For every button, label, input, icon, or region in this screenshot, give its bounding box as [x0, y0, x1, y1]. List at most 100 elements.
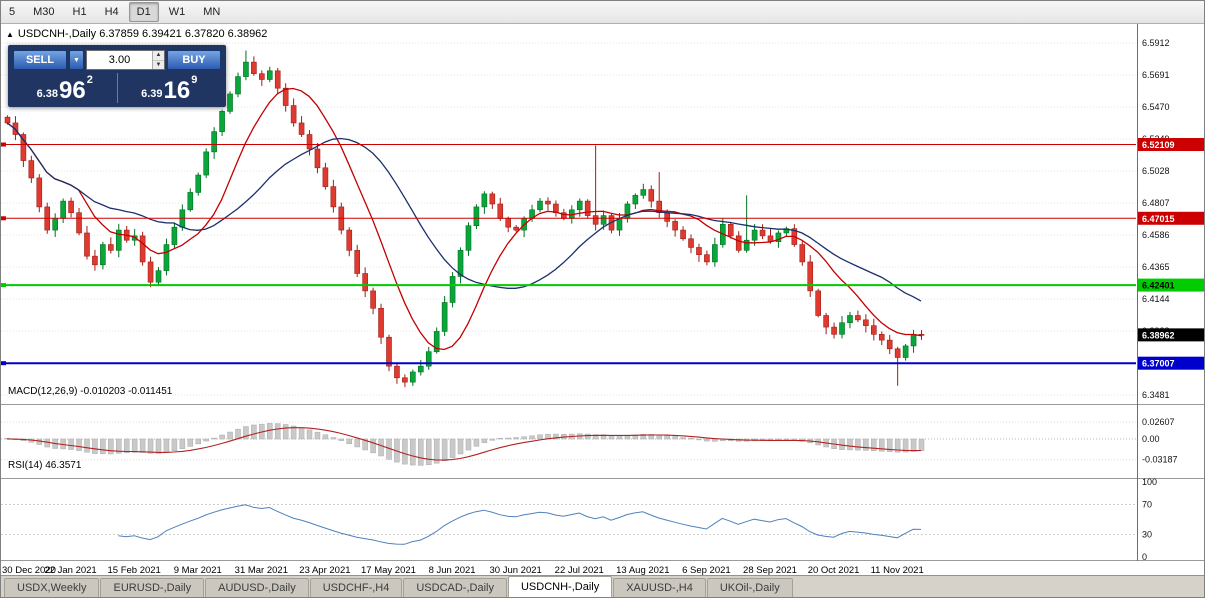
- svg-text:70: 70: [1142, 500, 1152, 510]
- svg-text:6.52109: 6.52109: [1142, 140, 1175, 150]
- level-anchor: [1, 361, 6, 366]
- volume-increment-button[interactable]: ▲: [153, 51, 164, 61]
- svg-text:31 Mar 2021: 31 Mar 2021: [235, 565, 288, 576]
- timeframe-button-MN[interactable]: MN: [203, 6, 221, 18]
- timeframe-button-W1[interactable]: W1: [168, 6, 186, 18]
- chart-tab-usdchf-h4[interactable]: USDCHF-,H4: [309, 578, 403, 597]
- svg-text:22 Jul 2021: 22 Jul 2021: [555, 565, 604, 576]
- timeframe-toolbar: 5 M30 H1 H4 D1 W1 MN: [1, 1, 1204, 24]
- svg-text:8 Jun 2021: 8 Jun 2021: [429, 565, 476, 576]
- svg-text:15 Feb 2021: 15 Feb 2021: [107, 565, 160, 576]
- svg-text:6.5470: 6.5470: [1142, 102, 1170, 112]
- level-anchor: [1, 216, 6, 221]
- price-direction-icon: ▲: [6, 29, 14, 39]
- level-anchor: [1, 142, 6, 147]
- volume-input-group: ▲ ▼: [86, 50, 165, 70]
- svg-text:6.5028: 6.5028: [1142, 166, 1170, 176]
- svg-text:100: 100: [1142, 477, 1157, 487]
- fast-ma-line: [6, 87, 922, 351]
- chart-tab-usdx-weekly[interactable]: USDX,Weekly: [4, 578, 100, 597]
- level-price-badge: 6.37007: [1138, 356, 1204, 370]
- svg-text:0: 0: [1142, 552, 1147, 562]
- rsi-line: [118, 504, 922, 545]
- svg-text:6 Sep 2021: 6 Sep 2021: [682, 565, 731, 576]
- sell-button[interactable]: SELL: [13, 50, 67, 70]
- sell-price[interactable]: 6.38 96 2: [13, 73, 118, 103]
- svg-text:6.4144: 6.4144: [1142, 294, 1170, 304]
- chart-tab-usdcad-daily[interactable]: USDCAD-,Daily: [403, 578, 507, 597]
- svg-text:13 Aug 2021: 13 Aug 2021: [616, 565, 669, 576]
- rsi-axis-labels: 100 70 30 0: [1142, 477, 1157, 562]
- svg-text:9 Mar 2021: 9 Mar 2021: [174, 565, 222, 576]
- timeframe-button-M30[interactable]: M30: [33, 6, 55, 18]
- svg-text:11 Nov 2021: 11 Nov 2021: [871, 565, 924, 576]
- svg-text:6.37007: 6.37007: [1142, 359, 1175, 369]
- current-price-badge: 6.38962: [1138, 328, 1204, 342]
- chart-tab-ukoil-daily[interactable]: UKOil-,Daily: [706, 578, 793, 597]
- macd-histogram: [4, 423, 925, 466]
- level-price-badge: 6.47015: [1138, 211, 1204, 225]
- level-price-badge: 6.42401: [1138, 278, 1204, 292]
- svg-text:6.38962: 6.38962: [1142, 330, 1175, 340]
- svg-text:6.3481: 6.3481: [1142, 390, 1170, 400]
- macd-label: MACD(12,26,9) -0.010203 -0.011451: [8, 386, 173, 397]
- level-price-badge: 6.52109: [1138, 138, 1204, 152]
- quote-line: ▲ USDCNH-,Daily 6.37859 6.39421 6.37820 …: [6, 28, 267, 40]
- volume-dropdown-button[interactable]: ▼: [69, 50, 84, 70]
- chart-tab-eurusd-daily[interactable]: EURUSD-,Daily: [100, 578, 205, 597]
- chart-area[interactable]: 6.59126.56916.54706.52496.50286.48076.45…: [1, 24, 1205, 578]
- sell-price-pip-digit: 2: [86, 74, 93, 86]
- svg-text:-0.03187: -0.03187: [1142, 455, 1178, 465]
- timeframe-button-D1[interactable]: D1: [128, 2, 159, 22]
- buy-button[interactable]: BUY: [167, 50, 221, 70]
- buy-price-pip-digit: 9: [191, 74, 198, 86]
- buy-price-big-digits: 16: [163, 77, 191, 104]
- volume-decrement-button[interactable]: ▼: [153, 60, 164, 69]
- slow-ma-line: [6, 122, 922, 302]
- volume-spinner: ▲ ▼: [152, 51, 164, 69]
- svg-text:6.4586: 6.4586: [1142, 230, 1170, 240]
- svg-text:6.4807: 6.4807: [1142, 198, 1170, 208]
- svg-text:22 Jan 2021: 22 Jan 2021: [44, 565, 96, 576]
- svg-text:30 Jun 2021: 30 Jun 2021: [490, 565, 542, 576]
- macd-axis-labels: 0.02607 0.00 -0.03187: [1142, 417, 1178, 465]
- svg-text:6.42401: 6.42401: [1142, 281, 1175, 291]
- quote-text: USDCNH-,Daily 6.37859 6.39421 6.37820 6.…: [17, 28, 268, 40]
- macd-signal-line: [6, 427, 921, 461]
- rsi-label: RSI(14) 46.3571: [8, 460, 82, 471]
- volume-input[interactable]: [87, 51, 153, 69]
- chart-tab-xauusd-h4[interactable]: XAUUSD-,H4: [613, 578, 706, 597]
- buy-price-prefix: 6.39: [141, 88, 163, 100]
- svg-text:23 Apr 2021: 23 Apr 2021: [299, 565, 350, 576]
- chart-tabs-bar: USDX,Weekly EURUSD-,Daily AUDUSD-,Daily USD…: [1, 575, 1204, 597]
- timeframe-button-H1[interactable]: H1: [72, 6, 87, 18]
- svg-text:17 May 2021: 17 May 2021: [361, 565, 416, 576]
- chevron-down-icon: ▼: [73, 56, 80, 64]
- svg-text:6.5912: 6.5912: [1142, 38, 1170, 48]
- svg-text:6.4365: 6.4365: [1142, 262, 1170, 272]
- svg-text:28 Sep 2021: 28 Sep 2021: [743, 565, 797, 576]
- timeframe-button-H4[interactable]: H4: [104, 6, 119, 18]
- svg-text:30 Dec 2020: 30 Dec 2020: [2, 565, 56, 576]
- level-anchor: [1, 283, 6, 288]
- svg-text:20 Oct 2021: 20 Oct 2021: [808, 565, 860, 576]
- chart-tab-audusd-daily[interactable]: AUDUSD-,Daily: [205, 578, 309, 597]
- svg-text:6.47015: 6.47015: [1142, 214, 1175, 224]
- rsi-gridlines: [1, 504, 1136, 535]
- svg-text:30: 30: [1142, 530, 1152, 540]
- buy-price[interactable]: 6.39 16 9: [118, 73, 222, 103]
- svg-text:0.00: 0.00: [1142, 434, 1160, 444]
- svg-text:6.5691: 6.5691: [1142, 70, 1170, 80]
- timeframe-button-5[interactable]: 5: [9, 6, 16, 18]
- chart-tab-usdcnh-daily[interactable]: USDCNH-,Daily: [507, 576, 613, 597]
- one-click-trade-panel: SELL ▼ ▲ ▼ BUY 6.38 96 2: [8, 45, 226, 107]
- macd-gridlines: [1, 421, 1136, 461]
- price-chart[interactable]: 6.59126.56916.54706.52496.50286.48076.45…: [1, 24, 1205, 578]
- sell-price-prefix: 6.38: [36, 88, 59, 100]
- trade-prices-row: 6.38 96 2 6.39 16 9: [13, 73, 221, 103]
- trade-controls-row: SELL ▼ ▲ ▼ BUY: [13, 50, 221, 70]
- svg-text:0.02607: 0.02607: [1142, 417, 1175, 427]
- sell-price-big-digits: 96: [59, 77, 86, 104]
